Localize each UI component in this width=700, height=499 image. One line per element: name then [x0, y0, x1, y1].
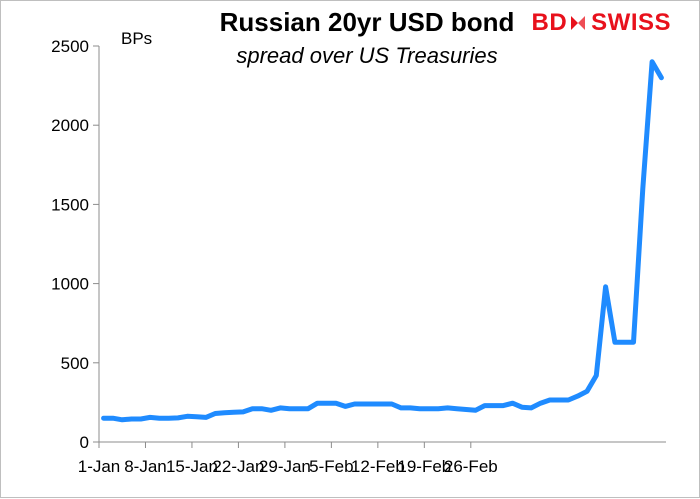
y-tick-label: 0 [80, 433, 89, 452]
x-tick-label: 1-Jan [78, 457, 121, 476]
y-tick-label: 2500 [51, 37, 89, 56]
brand-logo: BD SWISS [531, 9, 671, 37]
x-tick-label: 22-Jan [212, 457, 264, 476]
x-tick-label: 19-Feb [397, 457, 451, 476]
x-tick-label: 5-Feb [309, 457, 353, 476]
brand-logo-part1: BD [531, 9, 568, 36]
brand-logo-part2: SWISS [591, 9, 671, 36]
y-tick-label: 1500 [51, 195, 89, 214]
brand-mark-icon [571, 16, 586, 30]
chart-title: Russian 20yr USD bond [219, 7, 515, 37]
y-tick-label: 2000 [51, 116, 89, 135]
x-tick-label: 15-Jan [166, 457, 218, 476]
chart-subtitle: spread over US Treasuries [236, 43, 498, 68]
y-tick-label: 500 [61, 354, 89, 373]
x-tick-label: 8-Jan [124, 457, 167, 476]
x-tick-label: 12-Feb [351, 457, 405, 476]
y-tick-label: 1000 [51, 275, 89, 294]
x-tick-label: 29-Jan [259, 457, 311, 476]
x-tick-label: 26-Feb [444, 457, 498, 476]
series-line [101, 59, 664, 423]
y-axis-label: BPs [121, 29, 153, 48]
